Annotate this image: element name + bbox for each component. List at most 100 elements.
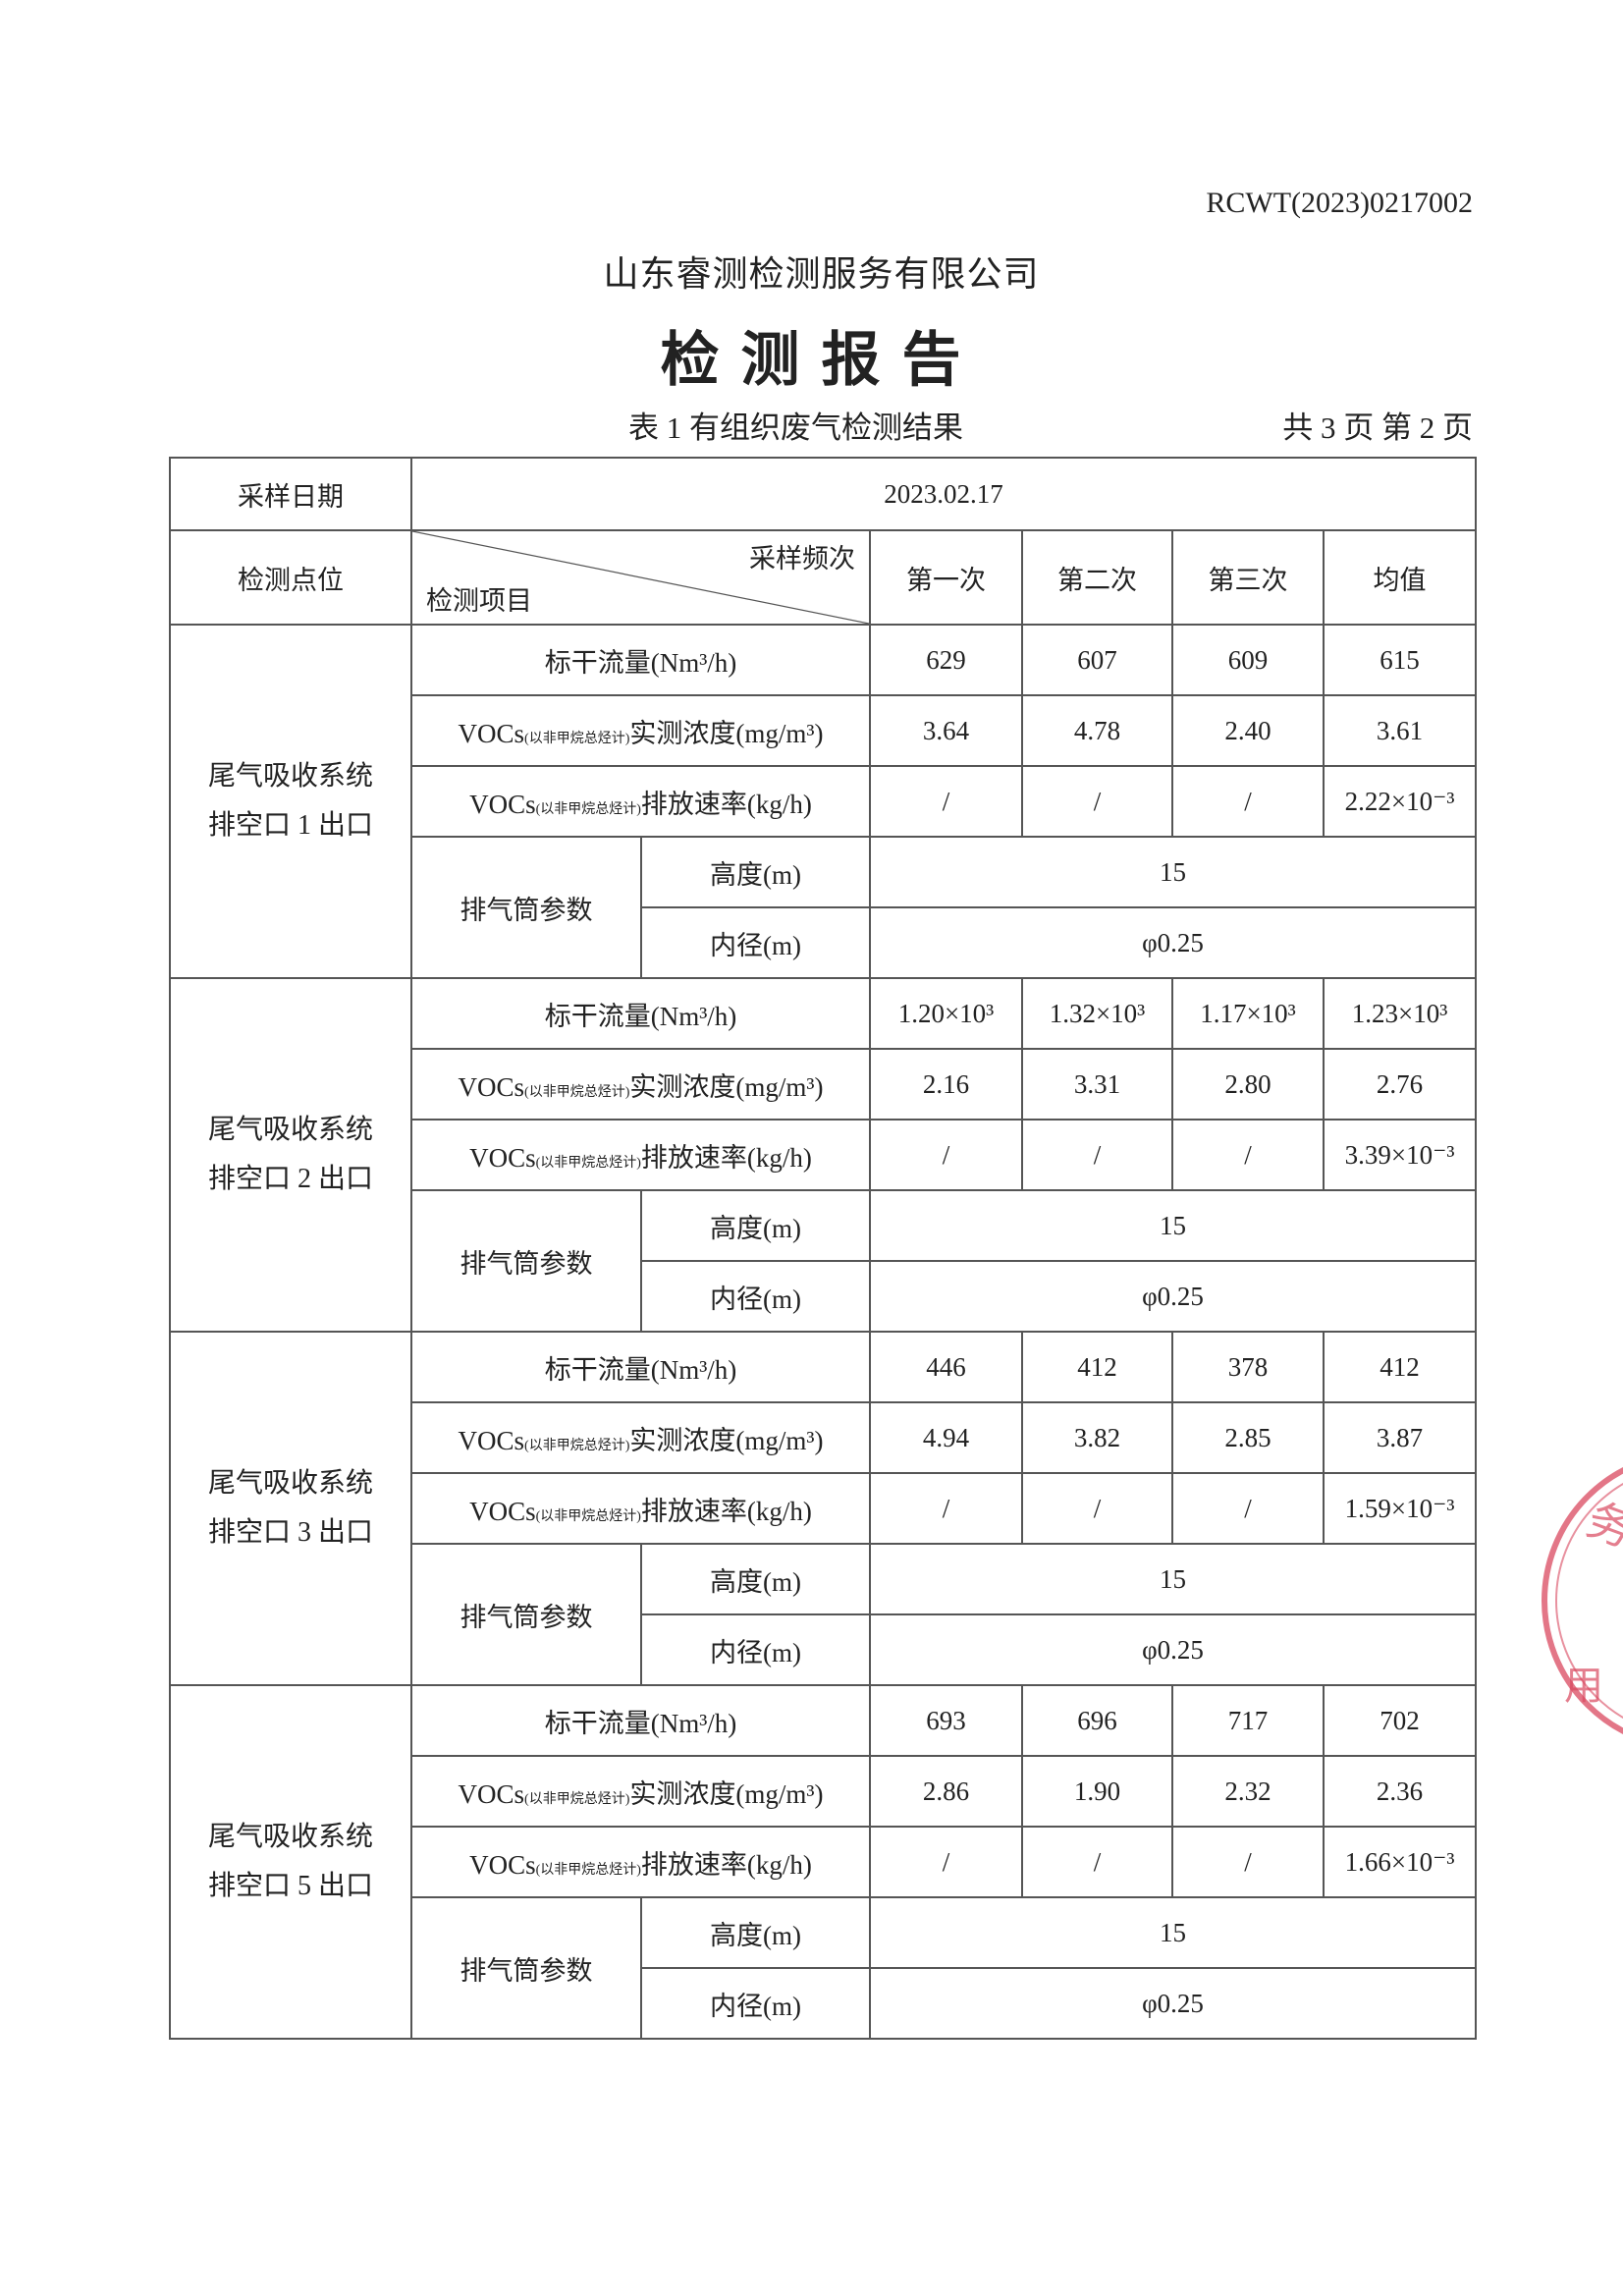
col-header: 第一次 (869, 529, 1023, 626)
date-value: 2023.02.17 (409, 457, 1478, 531)
point-line1: 尾气吸收系统 (207, 1822, 373, 1852)
diameter-label: 内径(m) (640, 1967, 871, 2040)
rate-text: 排放速率(kg/h) (640, 1142, 812, 1173)
height-label: 高度(m) (640, 836, 871, 908)
voc-subscript: (以非甲烷总烃计) (524, 1791, 630, 1807)
flow-value: 1.20×10³ (869, 977, 1023, 1050)
table-row: 排气筒参数 高度(m) 15 (170, 1543, 1478, 1686)
table-row: VOCs(以非甲烷总烃计)排放速率(kg/h) / //1.59×10⁻³ (170, 1472, 1478, 1545)
table-row: 排气筒参数 高度(m) 15 (170, 1189, 1478, 1333)
table-row: 排气筒参数 高度(m) 15 (170, 836, 1478, 979)
rate-value: / (1171, 1119, 1325, 1191)
table-row: 尾气吸收系统 排空口 3 出口 标干流量(Nm³/h) 446 412 378 412 (169, 1331, 1478, 1686)
flow-value: 607 (1021, 624, 1173, 696)
rate-value: / (1171, 1472, 1325, 1545)
rate-value: / (869, 1119, 1023, 1191)
point-line1: 尾气吸收系统 (207, 761, 373, 792)
point-line1: 尾气吸收系统 (207, 1115, 373, 1145)
voc-text: VOCs (458, 1425, 525, 1455)
rate-text: 排放速率(kg/h) (640, 1496, 812, 1526)
diagonal-header: 采样频次 检测项目 (410, 529, 871, 626)
flow-value: 446 (869, 1331, 1023, 1403)
flow-label: 标干流量(Nm³/h) (410, 1684, 871, 1757)
conc-text: 实测浓度(mg/m³) (629, 718, 824, 748)
voc-text: VOCs (469, 789, 536, 819)
flow-value: 629 (869, 624, 1023, 696)
diagonal-line (412, 531, 869, 624)
rate-label: VOCs(以非甲烷总烃计)排放速率(kg/h) (410, 1826, 871, 1898)
rate-label: VOCs(以非甲烷总烃计)排放速率(kg/h) (410, 1472, 871, 1545)
voc-text: VOCs (458, 1778, 525, 1809)
conc-label: VOCs(以非甲烷总烃计)实测浓度(mg/m³) (410, 1755, 871, 1828)
table-row: VOCs(以非甲烷总烃计)实测浓度(mg/m³) 4.94 3.82 2.85 3.87 (170, 1401, 1478, 1474)
item-label: 检测项目 (426, 586, 532, 616)
diameter-value: φ0.25 (868, 906, 1478, 979)
flow-label: 标干流量(Nm³/h) (410, 1331, 871, 1403)
rate-text: 排放速率(kg/h) (640, 789, 812, 819)
conc-text: 实测浓度(mg/m³) (629, 1425, 824, 1455)
conc-label: VOCs(以非甲烷总烃计)实测浓度(mg/m³) (410, 1048, 871, 1121)
flow-value: 609 (1171, 624, 1325, 696)
voc-subscript: (以非甲烷总烃计) (524, 1438, 630, 1453)
height-value: 15 (868, 1543, 1478, 1615)
rate-value: / (869, 1472, 1023, 1545)
rate-value: 1.59×10⁻³ (1322, 1472, 1478, 1545)
rate-value: 2.22×10⁻³ (1322, 765, 1478, 838)
conc-value: 2.85 (1171, 1401, 1325, 1474)
table-row: VOCs(以非甲烷总烃计)排放速率(kg/h) / //1.66×10⁻³ (170, 1826, 1478, 1898)
rate-label: VOCs(以非甲烷总烃计)排放速率(kg/h) (410, 765, 871, 838)
conc-value: 4.94 (869, 1401, 1023, 1474)
conc-value: 2.16 (869, 1048, 1023, 1121)
col-header: 第三次 (1171, 529, 1325, 626)
results-table: 采样日期 2023.02.17 检测点位 采样频次 检测项目 第一次 第二次 第… (169, 457, 1478, 2040)
stack-label: 排气筒参数 (410, 1896, 642, 2040)
stack-label: 排气筒参数 (410, 836, 642, 979)
voc-subscript: (以非甲烷总烃计) (524, 731, 630, 746)
freq-label: 采样频次 (749, 544, 855, 574)
conc-value: 2.76 (1322, 1048, 1478, 1121)
table-row: 内径(m) φ0.25 (170, 1613, 1478, 1686)
rate-value: / (1021, 1826, 1173, 1898)
rate-value: / (1021, 1472, 1173, 1545)
diameter-value: φ0.25 (868, 1967, 1478, 2040)
height-value: 15 (868, 1896, 1478, 1969)
table-row: 内径(m) φ0.25 (170, 1967, 1478, 2040)
height-label: 高度(m) (640, 1189, 871, 1262)
conc-value: 3.82 (1021, 1401, 1173, 1474)
flow-value: 412 (1021, 1331, 1173, 1403)
conc-value: 2.32 (1171, 1755, 1325, 1828)
table-caption: 表 1 有组织废气检测结果 (628, 410, 963, 445)
table-row: VOCs(以非甲烷总烃计)实测浓度(mg/m³) 3.64 4.78 2.40 3.61 (170, 694, 1478, 767)
conc-value: 4.78 (1021, 694, 1173, 767)
diameter-value: φ0.25 (868, 1613, 1478, 1686)
report-code: RCWT(2023)0217002 (1206, 187, 1473, 219)
flow-label: 标干流量(Nm³/h) (410, 977, 871, 1050)
date-label: 采样日期 (169, 457, 412, 531)
table-row: VOCs(以非甲烷总烃计)实测浓度(mg/m³) 2.86 1.90 2.32 2.36 (170, 1755, 1478, 1828)
col-header: 均值 (1322, 529, 1478, 626)
height-label: 高度(m) (640, 1543, 871, 1615)
rate-text: 排放速率(kg/h) (640, 1849, 812, 1880)
table-row: 排气筒参数 高度(m) 15 (170, 1896, 1478, 2040)
point-label: 检测点位 (169, 529, 412, 626)
conc-value: 3.87 (1322, 1401, 1478, 1474)
company-name: 山东睿测检测服务有限公司 (603, 254, 1040, 294)
point-line2: 排空口 2 出口 (207, 1164, 373, 1194)
point-line2: 排空口 1 出口 (207, 810, 373, 841)
flow-value: 1.17×10³ (1171, 977, 1325, 1050)
flow-value: 1.23×10³ (1322, 977, 1478, 1050)
company-stamp: 务 用 (1542, 1466, 1623, 1735)
conc-value: 1.90 (1021, 1755, 1173, 1828)
conc-value: 3.31 (1021, 1048, 1173, 1121)
flow-value: 615 (1322, 624, 1478, 696)
table-row: 尾气吸收系统 排空口 5 出口 标干流量(Nm³/h) 693 696 717 702 (169, 1684, 1478, 2040)
page-count: 共 3 页 第 2 页 (1282, 410, 1473, 445)
table-row: VOCs(以非甲烷总烃计)实测浓度(mg/m³) 2.16 3.31 2.80 2.76 (170, 1048, 1478, 1121)
diameter-value: φ0.25 (868, 1260, 1478, 1333)
conc-value: 2.86 (869, 1755, 1023, 1828)
sampling-point: 尾气吸收系统 排空口 2 出口 (169, 977, 412, 1333)
flow-value: 412 (1322, 1331, 1478, 1403)
rate-label: VOCs(以非甲烷总烃计)排放速率(kg/h) (410, 1119, 871, 1191)
table-row: 内径(m) φ0.25 (170, 1260, 1478, 1333)
rate-value: / (1021, 765, 1173, 838)
